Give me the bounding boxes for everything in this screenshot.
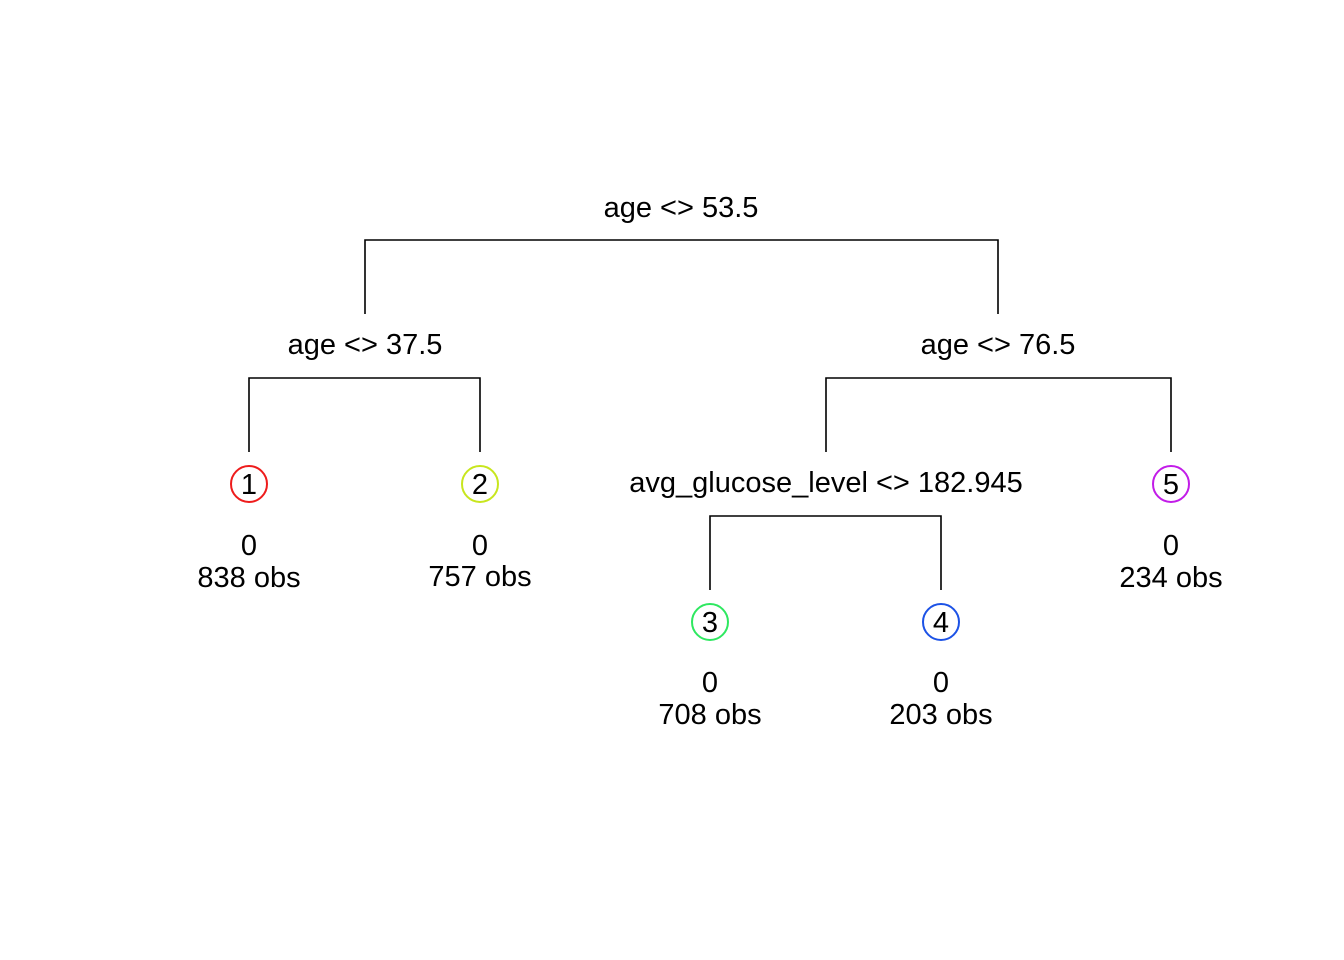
leaf-node-5: 5 0 234 obs xyxy=(1119,465,1223,594)
split-label-right: age <> 76.5 xyxy=(921,329,1076,361)
split-node-right-left: avg_glucose_level <> 182.945 xyxy=(629,467,1023,590)
leaf-node-4: 4 0 203 obs xyxy=(889,603,993,731)
split-label-root: age <> 53.5 xyxy=(604,192,759,224)
leaf-node-3: 3 0 708 obs xyxy=(658,603,762,731)
leaf-node-1: 1 0 838 obs xyxy=(197,465,301,594)
leaf-number-5: 5 xyxy=(1163,469,1179,501)
leaf-obs-4: 203 obs xyxy=(889,699,992,731)
branch-right xyxy=(825,377,1172,452)
leaf-prediction-2: 0 xyxy=(472,530,488,562)
branch-root xyxy=(364,239,999,314)
leaf-prediction-4: 0 xyxy=(933,667,949,699)
leaf-circle-3 xyxy=(691,603,729,641)
split-label-left: age <> 37.5 xyxy=(288,329,443,361)
branch-right-left xyxy=(709,515,942,590)
leaf-circle-5 xyxy=(1152,465,1190,503)
leaf-obs-2: 757 obs xyxy=(428,561,531,593)
leaf-obs-3: 708 obs xyxy=(658,699,761,731)
leaf-number-1: 1 xyxy=(241,469,257,501)
leaf-prediction-3: 0 xyxy=(702,667,718,699)
leaf-prediction-1: 0 xyxy=(241,530,257,562)
leaf-number-3: 3 xyxy=(702,607,718,639)
split-node-root: age <> 53.5 xyxy=(364,192,999,314)
leaf-circle-1 xyxy=(230,465,268,503)
leaf-circle-4 xyxy=(922,603,960,641)
leaf-number-2: 2 xyxy=(472,469,488,501)
leaf-node-2: 2 0 757 obs xyxy=(428,465,532,593)
leaf-circle-2 xyxy=(461,465,499,503)
leaf-obs-5: 234 obs xyxy=(1119,562,1222,594)
split-label-right-left: avg_glucose_level <> 182.945 xyxy=(629,467,1022,499)
split-node-left: age <> 37.5 xyxy=(248,329,481,452)
leaf-obs-1: 838 obs xyxy=(197,562,300,594)
split-node-right: age <> 76.5 xyxy=(825,329,1172,452)
leaf-number-4: 4 xyxy=(933,607,949,639)
branch-left xyxy=(248,377,481,452)
leaf-prediction-5: 0 xyxy=(1163,530,1179,562)
